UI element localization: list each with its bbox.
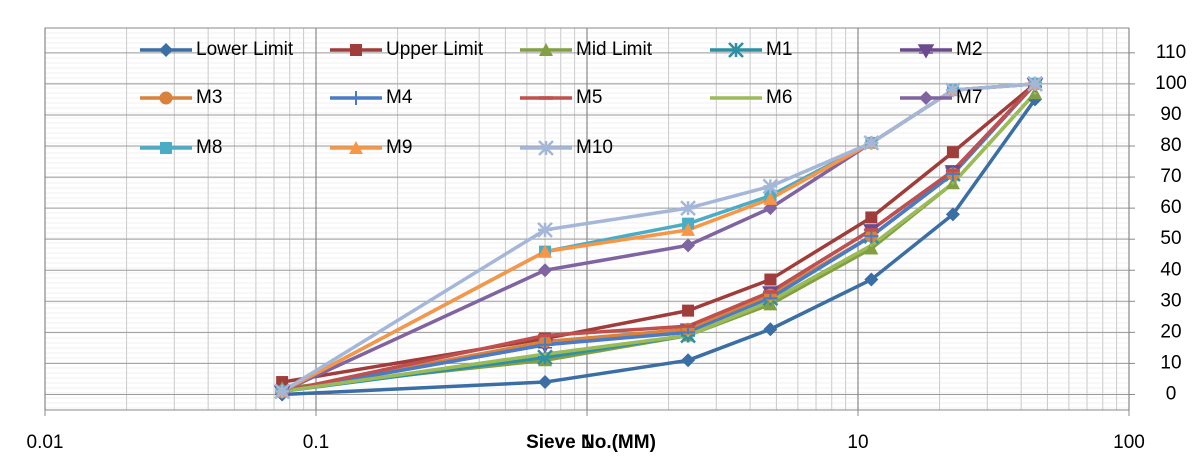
legend-marker bbox=[729, 43, 743, 57]
data-point bbox=[764, 274, 776, 286]
x-tick-label: 100 bbox=[1113, 432, 1145, 453]
x-tick-label: 0.1 bbox=[303, 432, 329, 453]
data-point bbox=[870, 244, 873, 247]
legend-label: M9 bbox=[386, 137, 412, 158]
chart: Sieve No.(MM) 01020304050607080901001100… bbox=[0, 0, 1198, 459]
y-tick-label: 80 bbox=[1160, 135, 1181, 156]
data-point bbox=[1028, 77, 1042, 91]
legend-marker bbox=[160, 142, 172, 154]
x-tick-label: 10 bbox=[847, 432, 868, 453]
data-point bbox=[681, 201, 695, 215]
data-point bbox=[769, 300, 772, 303]
y-tick-label: 100 bbox=[1155, 73, 1187, 94]
data-point bbox=[538, 223, 552, 237]
data-point bbox=[275, 384, 289, 398]
legend-label: M3 bbox=[196, 87, 222, 108]
legend-label: M1 bbox=[766, 39, 792, 60]
y-tick-label: 70 bbox=[1160, 166, 1181, 187]
data-point bbox=[682, 305, 694, 317]
y-tick-label: 60 bbox=[1160, 197, 1181, 218]
legend-label: M6 bbox=[766, 87, 792, 108]
legend-label: M5 bbox=[576, 87, 602, 108]
y-tick-label: 110 bbox=[1156, 42, 1186, 63]
legend-marker bbox=[539, 141, 553, 155]
legend-marker bbox=[735, 97, 738, 100]
x-tick-label: 0.01 bbox=[27, 432, 64, 453]
background bbox=[0, 0, 1198, 459]
legend-label: Mid Limit bbox=[576, 39, 653, 60]
y-tick-label: 20 bbox=[1160, 321, 1181, 342]
legend-marker bbox=[160, 92, 173, 105]
y-tick-label: 50 bbox=[1160, 228, 1181, 249]
y-tick-label: 10 bbox=[1160, 352, 1181, 373]
y-tick-label: 40 bbox=[1160, 259, 1181, 280]
y-tick-label: 30 bbox=[1160, 290, 1181, 311]
legend-label: M2 bbox=[956, 39, 982, 60]
legend-label: Lower Limit bbox=[196, 39, 294, 60]
data-point bbox=[763, 179, 777, 193]
data-point bbox=[687, 334, 690, 337]
y-tick-label: 90 bbox=[1160, 104, 1181, 125]
data-point bbox=[951, 182, 954, 185]
legend-label: M4 bbox=[386, 87, 413, 108]
data-point bbox=[947, 146, 959, 158]
legend-label: M8 bbox=[196, 137, 222, 158]
legend-label: Upper Limit bbox=[386, 39, 484, 60]
legend-marker bbox=[350, 44, 362, 56]
x-tick-label: 1 bbox=[582, 432, 593, 453]
y-tick-label: 0 bbox=[1166, 383, 1177, 404]
data-point bbox=[865, 211, 877, 223]
legend-label: M7 bbox=[956, 87, 982, 108]
data-point bbox=[1034, 92, 1037, 95]
data-point bbox=[544, 353, 547, 356]
data-point bbox=[864, 136, 878, 150]
legend-label: M10 bbox=[576, 137, 613, 158]
